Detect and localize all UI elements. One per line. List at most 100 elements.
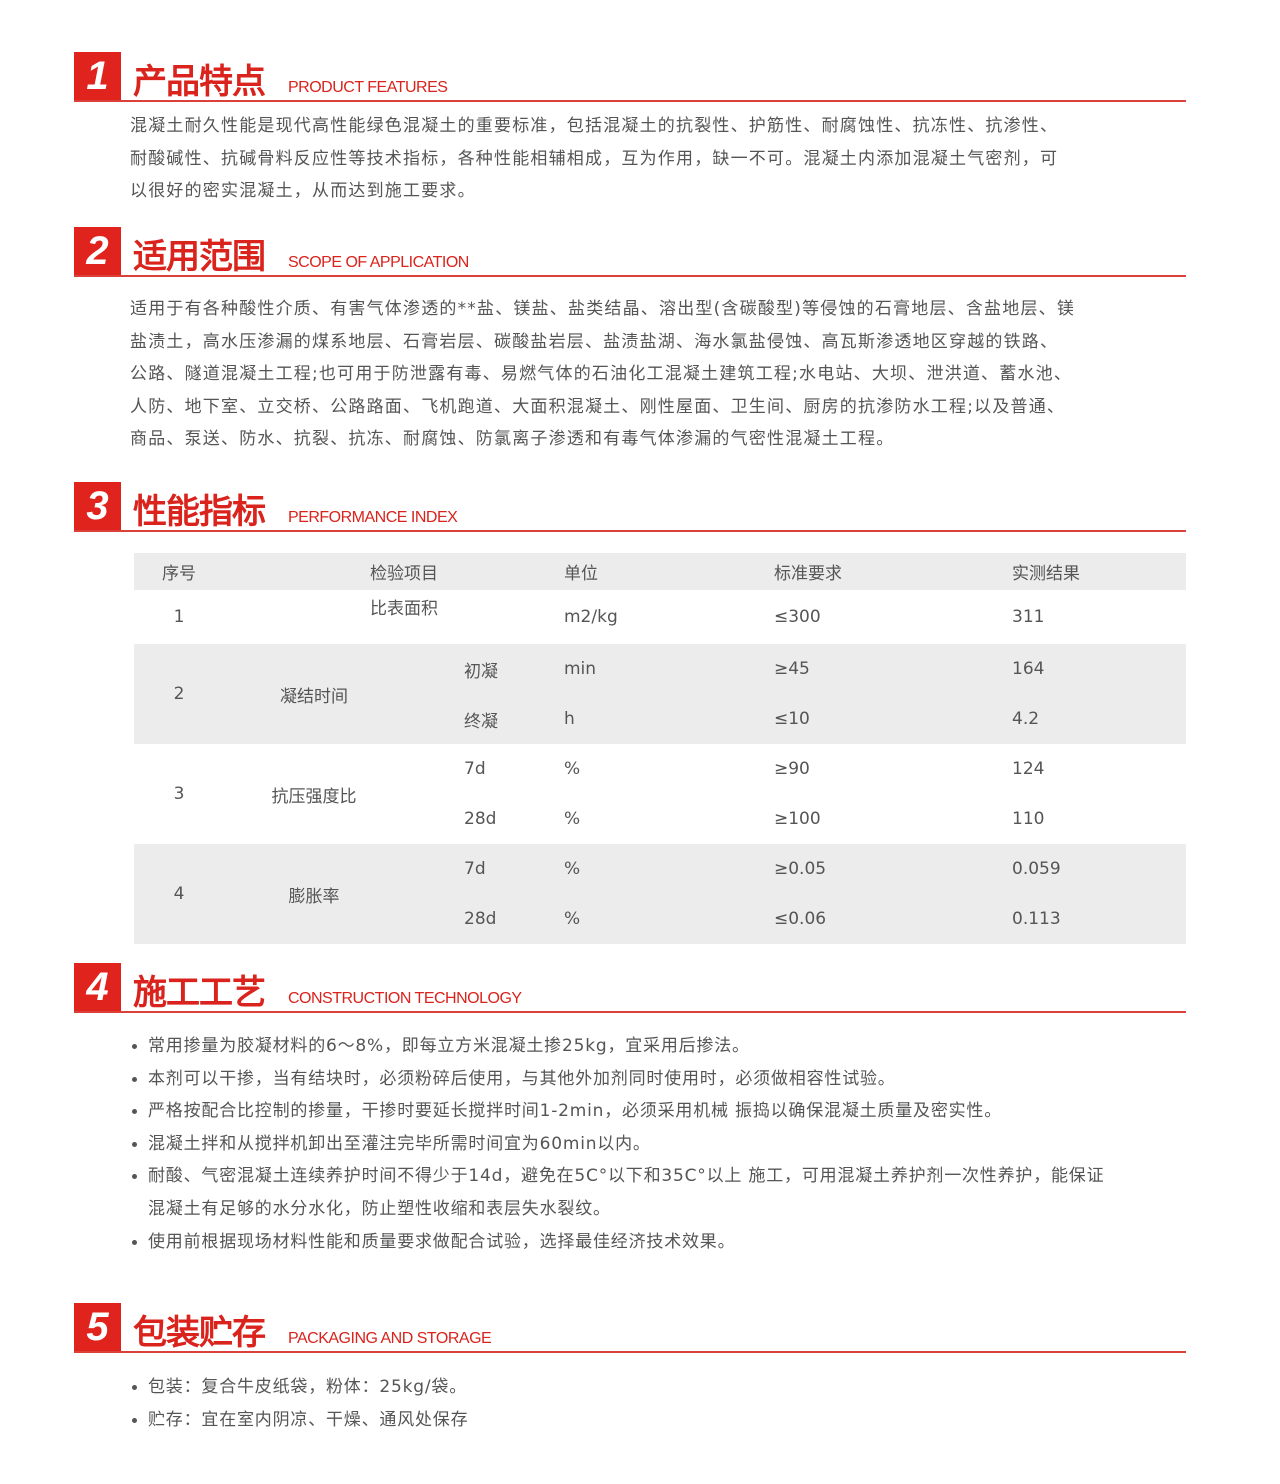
cell-no: 3 [173,784,185,804]
cell-item: 凝结时间 [224,644,384,744]
section-title: 产品特点 [133,62,266,102]
table-row: 1 比表面积 m2/kg ≤300 311 [134,590,1186,644]
list-item-text: 严格按配合比控制的掺量，干掺时要延长搅拌时间1-2min，必须采用机械 振捣以确… [148,1101,1003,1122]
cell-item: 膨胀率 [224,844,384,944]
cell-standard: ≥0.05 [774,844,1012,894]
list-item: 常用掺量为胶凝材料的6～8%，即每立方米混凝土掺25kg，宜采用后掺法。 [130,1030,1104,1063]
section-number-badge: 3 [74,482,121,530]
cell-subitem: 终凝 [384,694,564,744]
section-number-badge: 4 [74,963,121,1011]
paragraph-line: 公路、隧道混凝土工程;也可用于防泄露有毒、易燃气体的石油化工混凝土建筑工程;水电… [130,364,1073,384]
bullet-icon [132,1174,137,1180]
cell-result: 124 [1012,759,1045,779]
list-item-text: 混凝土有足够的水分水化，防止塑性收缩和表层失水裂纹。 [148,1198,611,1219]
bullet-icon [132,1076,137,1082]
table-row: 2 凝结时间 初凝 min ≥45 164 [134,644,1186,744]
list-item: 使用前根据现场材料性能和质量要求做配合试验，选择最佳经济技术效果。 [130,1226,1104,1259]
cell-unit: % [564,809,581,829]
section-title: 性能指标 [133,492,266,532]
section-title-en: PRODUCT FEATURES [288,79,448,96]
cell-item: 抗压强度比 [271,786,357,807]
list-item: 本剂可以干掺，当有结块时，必须粉碎后使用，与其他外加剂同时使用时，必须做相容性试… [130,1063,1104,1096]
table-header-row: 序号 检验项目 单位 标准要求 实测结果 [134,553,1186,590]
cell-no: 2 [134,644,224,744]
table-row: 28d% ≤0.06 0.113 [134,894,1186,944]
cell-standard: ≤300 [774,607,821,627]
cell-no: 1 [173,607,185,627]
cell-result: 110 [1012,809,1045,829]
cell-standard: ≥45 [774,644,1012,694]
section-title: 适用范围 [133,237,266,277]
performance-table: 序号 检验项目 单位 标准要求 实测结果 1 比表面积 m2/kg ≤300 311 2 凝结时间 初凝… [134,553,1186,944]
cell-subitem: 初凝 [384,644,564,694]
cell-unit: min [564,644,774,694]
section-number-badge: 2 [74,227,121,275]
list-item: 贮存：宜在室内阴凉、干燥、通风处保存 [130,1404,468,1437]
cell-unit: % [564,894,774,944]
list-item-text: 本剂可以干掺，当有结块时，必须粉碎后使用，与其他外加剂同时使用时，必须做相容性试… [148,1068,896,1089]
column-header: 序号 [134,553,224,590]
section-paragraph: 适用于有各种酸性介质、有害气体渗透的**盐、镁盐、盐类结晶、溶出型(含碳酸型)等… [130,293,1190,456]
cell-unit: h [564,694,774,744]
bullet-list: 常用掺量为胶凝材料的6～8%，即每立方米混凝土掺25kg，宜采用后掺法。本剂可以… [130,1030,1104,1258]
cell-standard: ≤0.06 [774,894,1012,944]
list-item: 严格按配合比控制的掺量，干掺时要延长搅拌时间1-2min，必须采用机械 振捣以确… [130,1095,1104,1128]
paragraph-line: 以很好的密实混凝土，从而达到施工要求。 [130,181,476,201]
cell-standard: ≤10 [774,694,1012,744]
section-header: 5 包装贮存 PACKAGING AND STORAGE [74,1303,1186,1353]
column-header: 标准要求 [774,553,1012,590]
section-title-en: CONSTRUCTION TECHNOLOGY [288,990,522,1007]
cell-unit: % [564,844,774,894]
list-item-text: 包装：复合牛皮纸袋，粉体：25kg/袋。 [148,1377,467,1397]
cell-subitem: 7d [464,759,486,779]
list-item-text: 贮存：宜在室内阴凉、干燥、通风处保存 [148,1409,469,1430]
section-header: 1 产品特点 PRODUCT FEATURES [74,52,1186,102]
cell-result: 311 [1012,607,1045,627]
column-header: 检验项目 [224,553,564,590]
paragraph-line: 盐渍土，高水压渗漏的煤系地层、石膏岩层、碳酸盐岩层、盐渍盐湖、海水氯盐侵蚀、高瓦… [130,331,1059,352]
section-title-en: PACKAGING AND STORAGE [288,1330,492,1347]
list-item: 包装：复合牛皮纸袋，粉体：25kg/袋。 [130,1371,468,1404]
list-item: 混凝土拌和从搅拌机卸出至灌注完毕所需时间宜为60min以内。 [130,1128,1104,1161]
cell-no: 4 [134,844,224,944]
bullet-icon [132,1385,137,1390]
cell-standard: ≥100 [774,809,821,829]
cell-subitem: 7d [384,844,564,894]
section-number-badge: 1 [74,52,121,100]
cell-unit: % [564,759,581,779]
section-header: 4 施工工艺 CONSTRUCTION TECHNOLOGY [74,963,1186,1013]
cell-result: 164 [1012,644,1186,694]
paragraph-line: 适用于有各种酸性介质、有害气体渗透的**盐、镁盐、盐类结晶、溶出型(含碳酸型)等… [130,299,1076,319]
cell-result: 0.113 [1012,894,1186,944]
cell-item: 比表面积 [370,599,438,619]
cell-result: 4.2 [1012,694,1186,744]
section-number-badge: 5 [74,1303,121,1351]
paragraph-line: 人防、地下室、立交桥、公路路面、飞机跑道、大面积混凝土、刚性屋面、卫生间、厨房的… [130,396,1066,417]
column-header: 实测结果 [1012,553,1186,590]
list-item: 混凝土有足够的水分水化，防止塑性收缩和表层失水裂纹。 [130,1193,1104,1226]
list-item-text: 耐酸、气密混凝土连续养护时间不得少于14d，避免在5C°以下和35C°以上 施工… [148,1166,1105,1187]
bullet-icon [132,1044,137,1049]
cell-result: 0.059 [1012,844,1186,894]
table-row: 4 膨胀率 7d% ≥0.05 0.059 [134,844,1186,944]
list-item-text: 常用掺量为胶凝材料的6～8%，即每立方米混凝土掺25kg，宜采用后掺法。 [148,1036,750,1056]
bullet-icon [132,1417,137,1423]
section-title-en: PERFORMANCE INDEX [288,509,458,526]
bullet-list: 包装：复合牛皮纸袋，粉体：25kg/袋。 贮存：宜在室内阴凉、干燥、通风处保存 [130,1371,468,1436]
section-title: 施工工艺 [133,973,266,1013]
section-paragraph: 混凝土耐久性能是现代高性能绿色混凝土的重要标准，包括混凝土的抗裂性、护筋性、耐腐… [130,110,1190,208]
section-header: 2 适用范围 SCOPE OF APPLICATION [74,227,1186,277]
section-title-en: SCOPE OF APPLICATION [288,254,469,271]
paragraph-line: 耐酸碱性、抗碱骨料反应性等技术指标，各种性能相辅相成，互为作用，缺一不可。混凝土… [130,148,1059,169]
table-row: 终凝 h ≤10 4.2 [134,694,1186,744]
cell-standard: ≥90 [774,759,810,779]
list-item-text: 混凝土拌和从搅拌机卸出至灌注完毕所需时间宜为60min以内。 [148,1133,651,1154]
table-row: 28d% ≥100 110 [134,794,1186,844]
table-row: 3 抗压强度比 7d% ≥90 124 [134,744,1186,807]
list-item: 耐酸、气密混凝土连续养护时间不得少于14d，避免在5C°以下和35C°以上 施工… [130,1160,1104,1193]
paragraph-line: 商品、泵送、防水、抗裂、抗冻、耐腐蚀、防氯离子渗透和有毒气体渗漏的气密性混凝土工… [130,429,895,449]
list-item-text: 使用前根据现场材料性能和质量要求做配合试验，选择最佳经济技术效果。 [148,1231,736,1252]
cell-subitem: 28d [384,894,564,944]
cell-subitem: 28d [464,809,497,829]
